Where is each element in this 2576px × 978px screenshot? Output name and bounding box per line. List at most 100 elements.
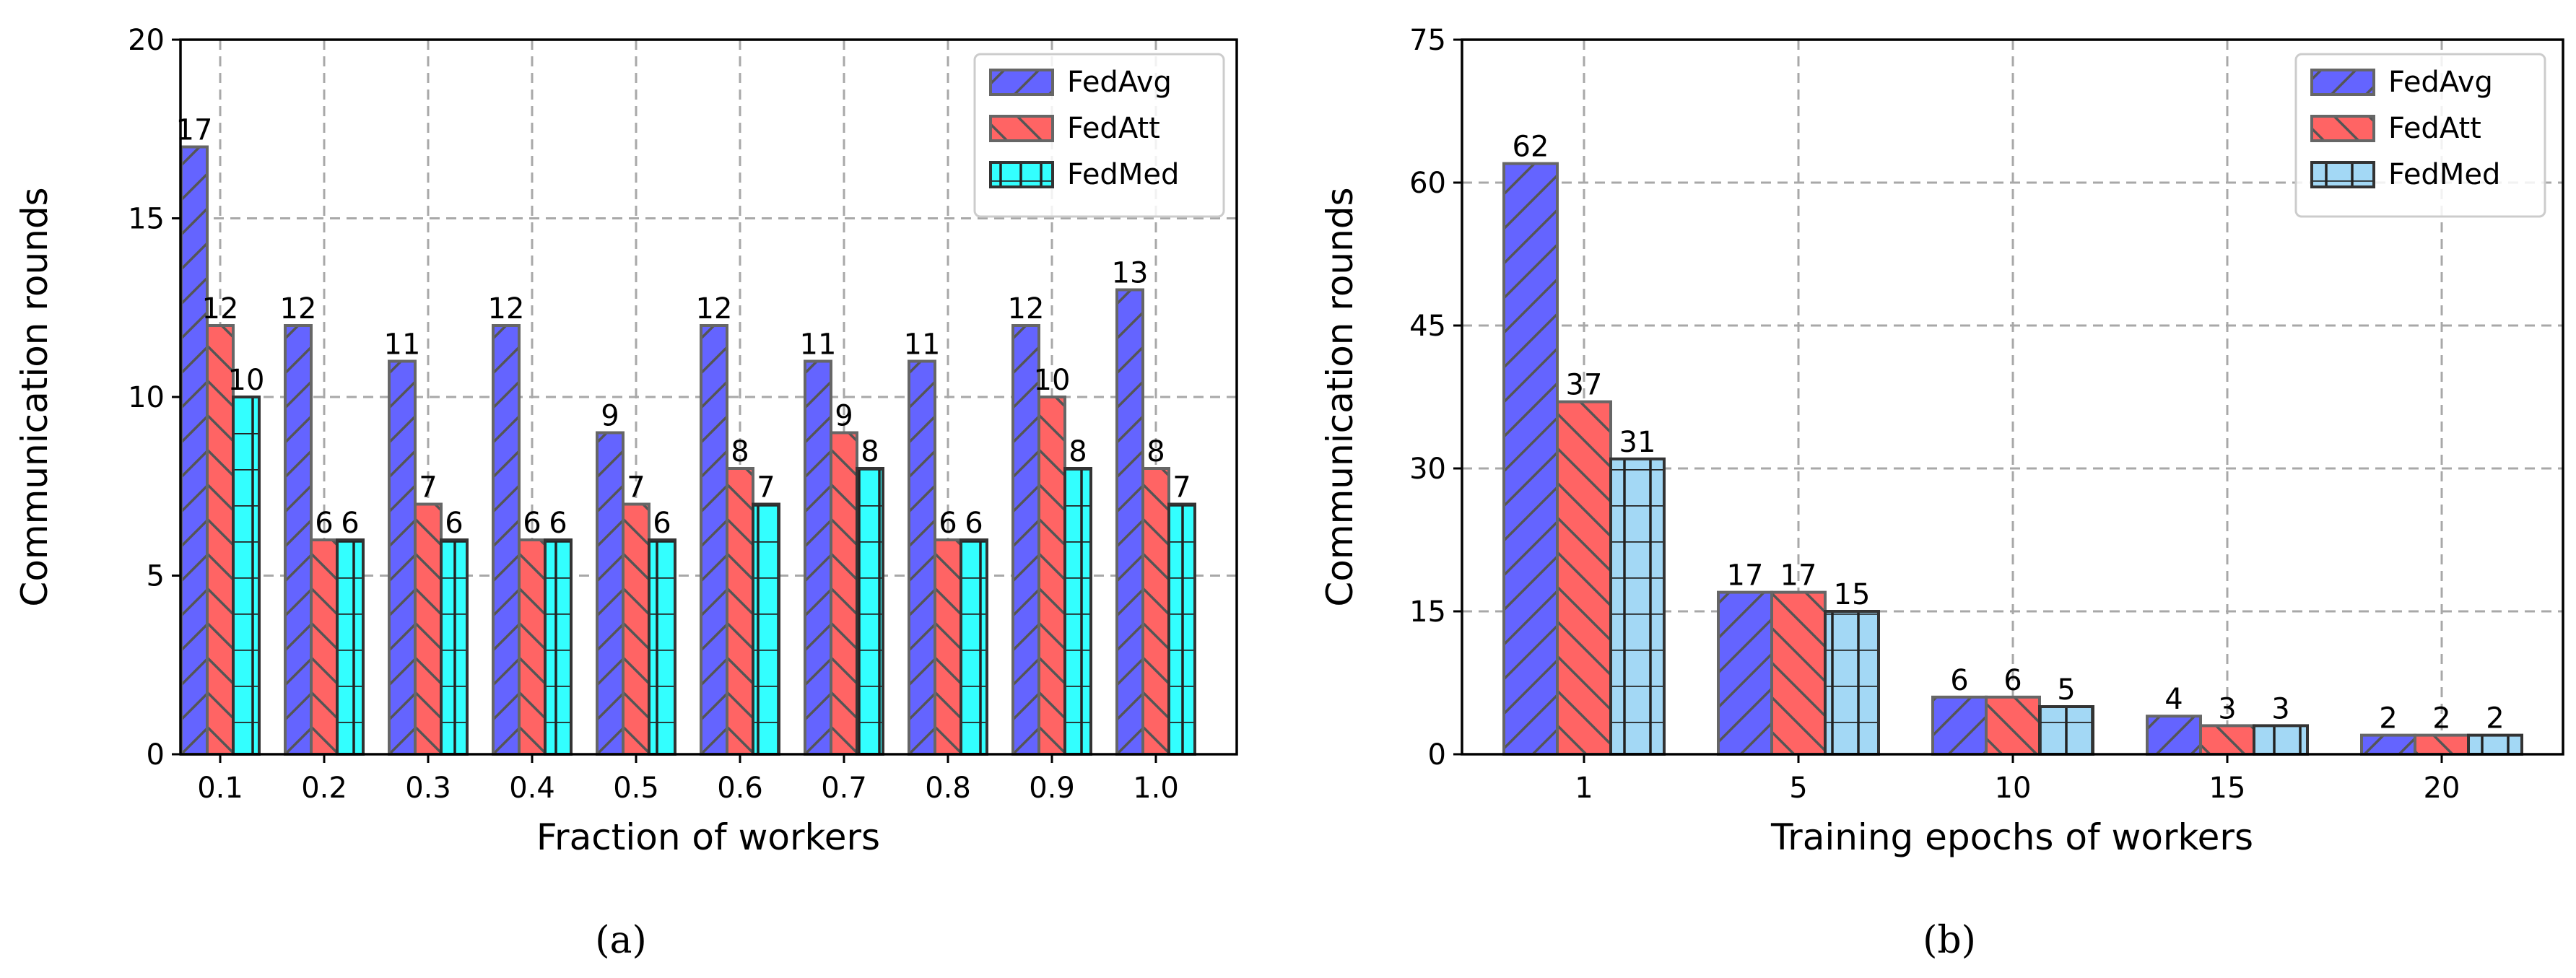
legend-label-fedavg: FedAvg	[2388, 66, 2493, 99]
bar-value-label: 37	[1566, 369, 1603, 402]
bar-value-label: 6	[965, 507, 983, 540]
bar-value-label: 8	[731, 435, 749, 468]
x-tick-label: 0.7	[821, 772, 867, 805]
bar-fedmed-hatch	[1824, 610, 1880, 756]
legend-swatch-fedatt-hatch	[2310, 115, 2375, 142]
bar-fedavg-hatch	[1717, 590, 1773, 756]
bar-fedmed-hatch	[648, 538, 676, 756]
bar-value-label: 11	[384, 328, 421, 362]
bar-value-label: 11	[904, 328, 941, 362]
bar-value-label: 6	[341, 507, 359, 540]
bar-value-label: 9	[601, 400, 619, 433]
x-tick-label: 0.1	[197, 772, 243, 805]
chart-b-xlabel: Training epochs of workers	[1770, 816, 2253, 858]
x-tick-label: 0.8	[925, 772, 971, 805]
y-tick-label: 30	[1409, 453, 1446, 486]
x-tick-label: 20	[2424, 772, 2460, 805]
bar-value-label: 17	[1780, 559, 1817, 593]
bar-value-label: 2	[2486, 702, 2504, 735]
legend-label-fedavg: FedAvg	[1067, 66, 1172, 99]
bar-fedavg-hatch	[492, 324, 521, 756]
bar-value-label: 3	[2218, 692, 2236, 725]
chart-a-ylabel: Communication rounds	[14, 187, 56, 606]
x-tick-label: 0.3	[405, 772, 451, 805]
bar-value-label: 8	[861, 435, 879, 468]
bar-value-label: 5	[2057, 673, 2075, 707]
y-tick-label: 10	[128, 381, 165, 414]
bar-fedatt-hatch	[414, 502, 443, 756]
bar-fedmed-hatch	[2038, 705, 2094, 756]
bar-value-label: 12	[280, 292, 317, 326]
bar-fedavg-hatch	[1115, 288, 1144, 756]
bar-fedavg-hatch	[180, 145, 209, 756]
bar-value-label: 6	[939, 507, 957, 540]
bar-fedavg-hatch	[2146, 715, 2202, 756]
chart-b-ylabel: Communication rounds	[1319, 187, 1361, 606]
y-tick-label: 0	[147, 738, 165, 772]
bar-fedavg-hatch	[908, 359, 936, 756]
y-tick-label: 45	[1409, 310, 1446, 343]
bar-fedatt-hatch	[830, 431, 858, 756]
bar-value-label: 10	[1034, 364, 1071, 397]
chart-a-caption: (a)	[595, 919, 647, 962]
bar-value-label: 12	[696, 292, 733, 326]
bar-fedatt-hatch	[2199, 724, 2255, 756]
bar-fedmed-hatch	[336, 538, 365, 756]
bar-fedmed-hatch	[856, 467, 884, 756]
x-tick-label: 0.5	[613, 772, 659, 805]
legend-label-fedmed: FedMed	[1067, 158, 1179, 191]
x-tick-label: 10	[1995, 772, 2032, 805]
x-tick-label: 5	[1789, 772, 1807, 805]
y-tick-label: 15	[128, 203, 165, 236]
bar-value-label: 7	[1172, 471, 1191, 505]
bar-value-label: 10	[228, 364, 265, 397]
bar-fedatt-hatch	[1141, 467, 1170, 756]
y-tick-label: 20	[128, 24, 165, 57]
y-tick-label: 75	[1409, 24, 1446, 57]
bar-value-label: 6	[445, 507, 463, 540]
bar-value-label: 7	[627, 471, 645, 505]
bar-fedavg-hatch	[700, 324, 728, 756]
bar-value-label: 7	[757, 471, 775, 505]
bar-value-label: 9	[835, 400, 853, 433]
bar-fedavg-hatch	[596, 431, 625, 756]
bar-fedatt-hatch	[726, 467, 754, 756]
x-tick-label: 1.0	[1133, 772, 1179, 805]
chart-a-xlabel: Fraction of workers	[536, 816, 880, 858]
bar-fedmed-hatch	[232, 396, 261, 756]
bar-fedavg-hatch	[804, 359, 832, 756]
y-tick-label: 15	[1409, 595, 1446, 629]
bar-value-label: 6	[2003, 664, 2022, 697]
bar-value-label: 15	[1834, 578, 1871, 611]
bar-value-label: 8	[1146, 435, 1165, 468]
bar-value-label: 31	[1619, 426, 1656, 459]
bar-value-label: 2	[2379, 702, 2397, 735]
bar-fedavg-hatch	[2360, 733, 2416, 756]
bar-value-label: 6	[315, 507, 333, 540]
chart-a-legend: FedAvg FedAtt FedMed	[973, 53, 1225, 218]
bar-fedavg-hatch	[1502, 162, 1559, 756]
bar-fedatt-hatch	[1556, 400, 1612, 756]
bar-fedmed-hatch	[1167, 502, 1196, 756]
y-tick-label: 5	[147, 560, 165, 593]
bar-value-label: 8	[1069, 435, 1087, 468]
bar-fedmed-hatch	[960, 538, 988, 756]
x-tick-label: 0.6	[717, 772, 763, 805]
bar-value-label: 7	[419, 471, 437, 505]
bar-fedmed-hatch	[1609, 457, 1666, 756]
chart-a-ticks: 0 5 10 15 20 0.1 0.2 0.3 0.4 0.5 0.6 0.7 0.8 0.9 1.0	[128, 24, 1179, 805]
legend-label-fedmed: FedMed	[2388, 158, 2500, 191]
legend-swatch-fedmed-hatch	[2310, 161, 2375, 188]
bar-value-label: 6	[523, 507, 541, 540]
x-tick-label: 0.2	[301, 772, 347, 805]
bar-fedatt-hatch	[1770, 590, 1827, 756]
bar-fedatt-hatch	[1985, 695, 2041, 756]
legend-swatch-fedmed-hatch	[989, 161, 1054, 188]
bar-fedmed-hatch	[752, 502, 780, 756]
y-tick-label: 0	[1428, 738, 1446, 772]
